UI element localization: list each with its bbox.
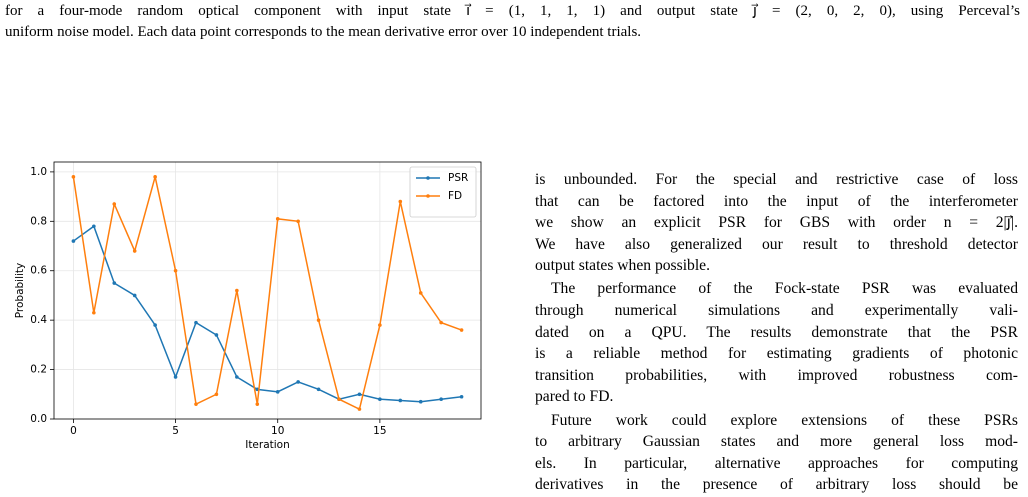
data-point [316, 387, 321, 392]
caption-line: uniform noise model. Each data point cor… [5, 24, 642, 40]
data-point [296, 380, 300, 384]
data-point [173, 375, 178, 379]
data-point [235, 288, 239, 293]
y-tick-label: 0.6 [30, 265, 47, 277]
plot-frame [53, 161, 482, 420]
legend-label: FD [448, 190, 462, 202]
data-point [296, 219, 300, 224]
text-line: The performance of the Fock-state PSR wa… [551, 280, 1018, 298]
y-tick-label: 0.8 [30, 215, 47, 227]
text-line: output states when possible. [535, 257, 710, 275]
x-axis-label: Iteration [245, 439, 290, 451]
text-line: dated on a QPU. The results demonstrate … [535, 323, 1018, 341]
data-point [357, 407, 362, 411]
x-tick-label: 5 [172, 425, 179, 437]
data-point [418, 399, 423, 404]
data-point [235, 375, 239, 379]
data-point [459, 394, 464, 399]
x-tick-label: 0 [70, 425, 77, 437]
text-line: Future work could explore extensions of … [551, 411, 1018, 429]
page: for a four-mode random optical component… [5, 1, 1020, 494]
data-point [275, 390, 280, 394]
data-point [112, 281, 117, 285]
data-point [92, 224, 96, 229]
series-line [72, 225, 462, 403]
data-point [275, 217, 280, 221]
legend-box [409, 166, 477, 218]
data-point [378, 323, 382, 327]
text-line: els. In particular, alternative approach… [535, 454, 1018, 472]
data-point [153, 175, 157, 179]
series-line [72, 176, 462, 411]
text-line: that can be factored into the input of t… [535, 192, 1018, 210]
legend-marker [426, 176, 430, 180]
data-point [398, 199, 403, 204]
data-point [112, 202, 117, 206]
text-line: to arbitrary Gaussian states and more ge… [535, 433, 1018, 451]
data-point [132, 293, 137, 298]
x-tick-label: 15 [373, 425, 386, 437]
data-point [194, 320, 198, 325]
text-line: transition probabilities, with improved … [535, 366, 1018, 384]
data-point [214, 333, 219, 337]
y-tick-label: 1.0 [30, 166, 47, 178]
data-point [92, 310, 96, 315]
data-point [398, 398, 403, 403]
data-point [255, 402, 260, 406]
data-point [214, 392, 219, 397]
text-line: through numerical simulations and experi… [535, 302, 1018, 320]
text-line: derivatives in the presence of arbitrary… [535, 476, 1018, 494]
data-point [337, 397, 341, 402]
paragraph: The performance of the Fock-state PSR wa… [535, 278, 1018, 408]
data-point [194, 402, 198, 406]
data-point [132, 249, 137, 253]
text-line: we show an explicit PSR for GBS with ord… [535, 214, 1018, 232]
data-point [439, 320, 443, 325]
data-point [418, 291, 423, 295]
figure-caption: for a four-mode random optical component… [5, 1, 1020, 43]
data-point [378, 397, 382, 402]
x-tick-label: 10 [271, 425, 284, 437]
paragraph: Future work could explore extensions of … [535, 410, 1018, 496]
y-tick-label: 0.0 [30, 413, 47, 425]
data-point [71, 175, 76, 179]
data-point [316, 318, 321, 322]
data-point [439, 397, 443, 402]
y-axis-label: Probability [14, 263, 26, 319]
y-tick-label: 0.4 [30, 314, 47, 326]
y-tick-label: 0.2 [30, 364, 47, 376]
caption-line: for a four-mode random optical component… [5, 3, 1020, 19]
text-line: pared to FD. [535, 388, 614, 406]
paragraph: is unbounded. For the special and restri… [535, 169, 1018, 277]
body-text: is unbounded. For the special and restri… [535, 169, 1018, 497]
text-line: is unbounded. For the special and restri… [535, 171, 1018, 188]
data-point [71, 239, 76, 243]
text-line: is a reliable method for estimating grad… [535, 345, 1018, 363]
data-point [357, 392, 362, 397]
data-point [459, 328, 464, 332]
legend-marker [426, 194, 430, 198]
legend-label: PSR [448, 172, 468, 184]
text-line: We have also generalized our result to t… [535, 235, 1018, 253]
data-point [153, 323, 157, 327]
chart: 0.0 0.2 0.4 0.6 0.8 1.0 0 5 10 15 Iteration Probabi… [14, 161, 482, 451]
data-point [173, 268, 178, 273]
